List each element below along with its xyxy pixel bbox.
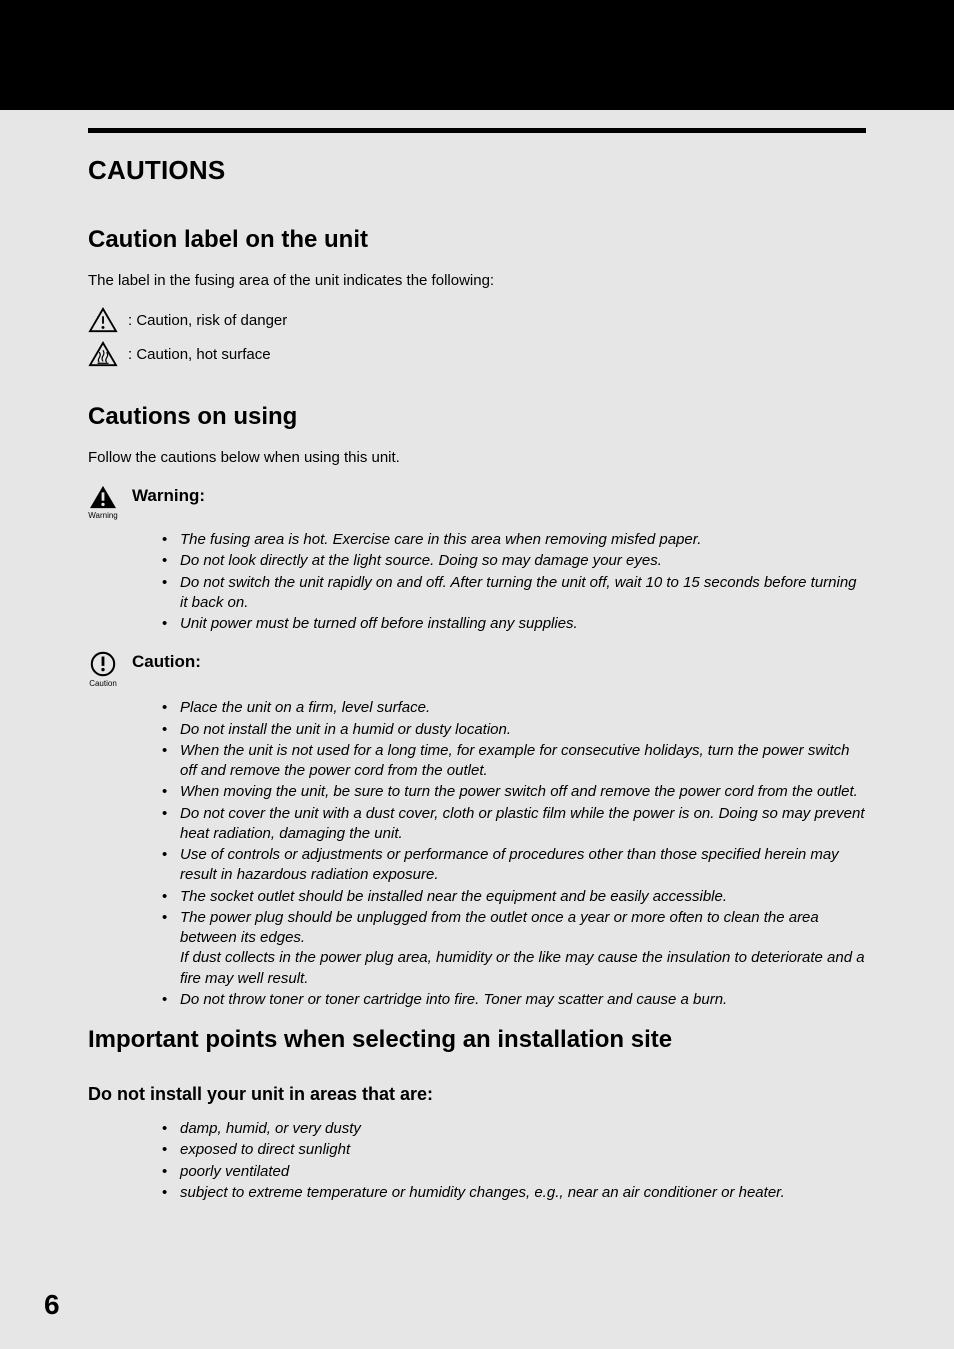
section-install: Important points when selecting an insta… [88, 1026, 866, 1054]
list-item: Use of controls or adjustments or perfor… [158, 845, 866, 886]
list-item: exposed to direct sunlight [158, 1140, 866, 1160]
install-subhead: Do not install your unit in areas that a… [88, 1084, 866, 1105]
list-item: The power plug should be unplugged from … [158, 908, 866, 989]
caution-hot-text: : Caution, hot surface [128, 346, 271, 363]
caution-sublabel: Caution [89, 679, 117, 688]
list-item: Place the unit on a firm, level surface. [158, 698, 866, 718]
caution-bullet-list: Place the unit on a firm, level surface.… [88, 698, 866, 1010]
list-item: Do not cover the unit with a dust cover,… [158, 804, 866, 845]
using-intro-text: Follow the cautions below when using thi… [88, 449, 866, 466]
section-cautions-using: Cautions on using [88, 403, 866, 431]
list-item: subject to extreme temperature or humidi… [158, 1183, 866, 1203]
warning-heading-row: Warning Warning: [88, 484, 866, 520]
page-title: CAUTIONS [88, 155, 866, 186]
list-item: Do not look directly at the light source… [158, 551, 866, 571]
caution-danger-text: : Caution, risk of danger [128, 312, 287, 329]
page-content: CAUTIONS Caution label on the unit The l… [0, 0, 954, 1219]
warning-sublabel: Warning [88, 511, 118, 520]
caution-title: Caution: [132, 650, 201, 672]
list-item: Do not switch the unit rapidly on and of… [158, 573, 866, 614]
page-number: 6 [44, 1289, 60, 1321]
caution-danger-line: : Caution, risk of danger [88, 307, 866, 333]
hot-surface-triangle-icon [88, 341, 118, 367]
caution-circle-icon [89, 650, 117, 678]
top-rule [88, 128, 866, 133]
list-item: The socket outlet should be installed ne… [158, 887, 866, 907]
install-bullet-list: damp, humid, or very dustyexposed to dir… [88, 1119, 866, 1203]
list-item: poorly ventilated [158, 1162, 866, 1182]
warning-triangle-outline-icon [88, 307, 118, 333]
list-item: damp, humid, or very dusty [158, 1119, 866, 1139]
list-item: Unit power must be turned off before ins… [158, 614, 866, 634]
label-intro-text: The label in the fusing area of the unit… [88, 272, 866, 289]
list-item: The fusing area is hot. Exercise care in… [158, 530, 866, 550]
warning-filled-triangle-icon [88, 484, 118, 510]
warning-bullet-list: The fusing area is hot. Exercise care in… [88, 530, 866, 634]
caution-hot-line: : Caution, hot surface [88, 341, 866, 367]
list-item: When moving the unit, be sure to turn th… [158, 782, 866, 802]
warning-title: Warning: [132, 484, 205, 506]
section-caution-label: Caution label on the unit [88, 226, 866, 254]
list-item: Do not install the unit in a humid or du… [158, 720, 866, 740]
caution-heading-row: Caution Caution: [88, 650, 866, 688]
list-item: When the unit is not used for a long tim… [158, 741, 866, 782]
list-item: Do not throw toner or toner cartridge in… [158, 990, 866, 1010]
